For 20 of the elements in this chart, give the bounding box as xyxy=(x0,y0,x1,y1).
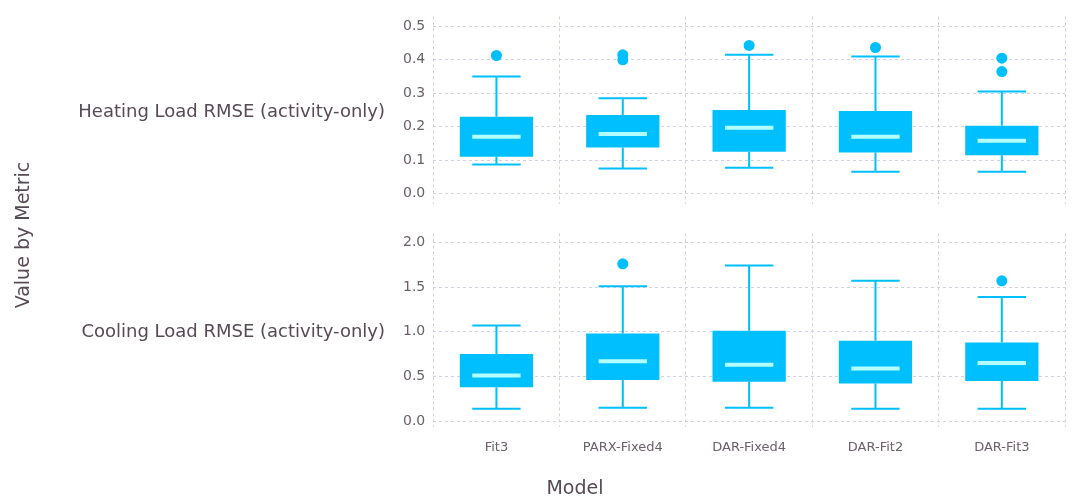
y-axis-title: Cooling Load RMSE (activity-only) xyxy=(81,319,385,341)
y-tick-label: 1.0 xyxy=(403,322,426,339)
y-tick-label: 0.2 xyxy=(403,117,426,134)
y-tick-label: 1.5 xyxy=(403,277,426,294)
x-tick-label: DAR-Fit2 xyxy=(847,438,904,454)
x-tick-label: DAR-Fit3 xyxy=(974,438,1030,454)
y-tick-label: 0.1 xyxy=(403,150,426,167)
y-tick-label: 0.4 xyxy=(403,50,426,67)
x-tick-label: DAR-Fixed4 xyxy=(712,438,787,454)
y-tick-label: 0.0 xyxy=(403,411,426,428)
y-tick-label: 2.0 xyxy=(403,232,426,249)
x-tick-label: PARX-Fixed4 xyxy=(582,438,663,454)
text: Value by Metric xyxy=(11,161,33,309)
y-tick-label: 0.5 xyxy=(403,17,426,34)
x-tick-label: Fit3 xyxy=(484,438,509,454)
y-tick-label: 0.3 xyxy=(403,83,426,100)
y-tick-label: 0.0 xyxy=(403,184,426,201)
y-tick-label: 0.5 xyxy=(403,367,426,384)
x-axis-title: Model xyxy=(545,476,605,498)
y-axis-title: Heating Load RMSE (activity-only) xyxy=(78,99,385,121)
